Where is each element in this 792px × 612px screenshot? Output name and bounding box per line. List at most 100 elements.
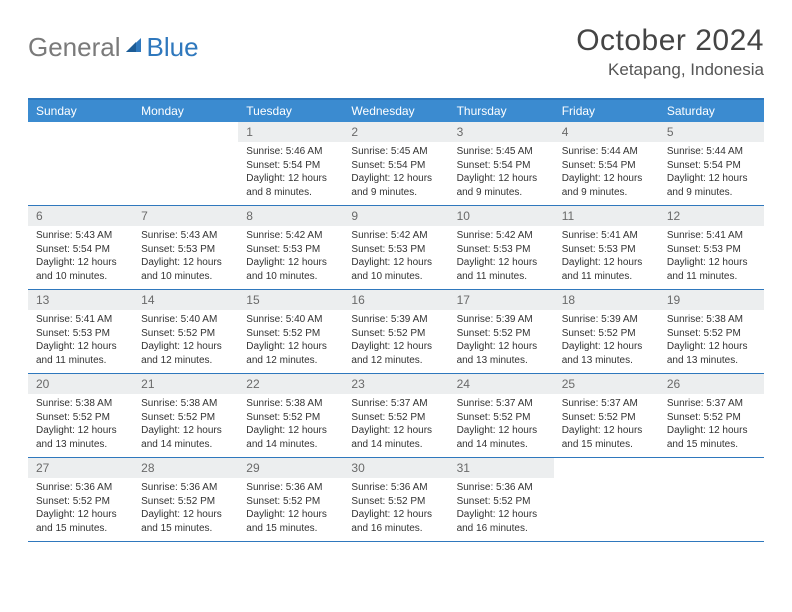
- week-row: 1Sunrise: 5:46 AMSunset: 5:54 PMDaylight…: [28, 122, 764, 206]
- day-cell: 5Sunrise: 5:44 AMSunset: 5:54 PMDaylight…: [659, 122, 764, 205]
- sunrise-text: Sunrise: 5:39 AM: [351, 313, 440, 327]
- sail-icon: [123, 32, 145, 63]
- day-number: 23: [343, 374, 448, 394]
- daylight-text: Daylight: 12 hours and 8 minutes.: [246, 172, 335, 199]
- day-number: 8: [238, 206, 343, 226]
- day-details: Sunrise: 5:41 AMSunset: 5:53 PMDaylight:…: [28, 310, 133, 373]
- sunset-text: Sunset: 5:54 PM: [457, 159, 546, 173]
- day-details: Sunrise: 5:42 AMSunset: 5:53 PMDaylight:…: [449, 226, 554, 289]
- week-row: 13Sunrise: 5:41 AMSunset: 5:53 PMDayligh…: [28, 290, 764, 374]
- sunset-text: Sunset: 5:52 PM: [562, 327, 651, 341]
- day-details: Sunrise: 5:38 AMSunset: 5:52 PMDaylight:…: [659, 310, 764, 373]
- daylight-text: Daylight: 12 hours and 12 minutes.: [246, 340, 335, 367]
- daylight-text: Daylight: 12 hours and 10 minutes.: [246, 256, 335, 283]
- daylight-text: Daylight: 12 hours and 13 minutes.: [562, 340, 651, 367]
- sunrise-text: Sunrise: 5:42 AM: [246, 229, 335, 243]
- day-details: Sunrise: 5:36 AMSunset: 5:52 PMDaylight:…: [28, 478, 133, 541]
- sunset-text: Sunset: 5:52 PM: [246, 411, 335, 425]
- sunrise-text: Sunrise: 5:37 AM: [457, 397, 546, 411]
- day-cell: 15Sunrise: 5:40 AMSunset: 5:52 PMDayligh…: [238, 290, 343, 373]
- day-details: Sunrise: 5:36 AMSunset: 5:52 PMDaylight:…: [343, 478, 448, 541]
- day-cell: 21Sunrise: 5:38 AMSunset: 5:52 PMDayligh…: [133, 374, 238, 457]
- sunset-text: Sunset: 5:52 PM: [141, 327, 230, 341]
- sunrise-text: Sunrise: 5:44 AM: [562, 145, 651, 159]
- day-cell: 29Sunrise: 5:36 AMSunset: 5:52 PMDayligh…: [238, 458, 343, 541]
- day-cell: 19Sunrise: 5:38 AMSunset: 5:52 PMDayligh…: [659, 290, 764, 373]
- day-details: Sunrise: 5:41 AMSunset: 5:53 PMDaylight:…: [554, 226, 659, 289]
- weekday-header: Sunday: [28, 100, 133, 122]
- weekday-header: Monday: [133, 100, 238, 122]
- daylight-text: Daylight: 12 hours and 13 minutes.: [457, 340, 546, 367]
- week-row: 27Sunrise: 5:36 AMSunset: 5:52 PMDayligh…: [28, 458, 764, 542]
- day-cell: 9Sunrise: 5:42 AMSunset: 5:53 PMDaylight…: [343, 206, 448, 289]
- daylight-text: Daylight: 12 hours and 15 minutes.: [36, 508, 125, 535]
- day-number: 4: [554, 122, 659, 142]
- day-cell: 30Sunrise: 5:36 AMSunset: 5:52 PMDayligh…: [343, 458, 448, 541]
- day-number: 14: [133, 290, 238, 310]
- day-details: Sunrise: 5:37 AMSunset: 5:52 PMDaylight:…: [554, 394, 659, 457]
- day-details: Sunrise: 5:40 AMSunset: 5:52 PMDaylight:…: [133, 310, 238, 373]
- daylight-text: Daylight: 12 hours and 15 minutes.: [141, 508, 230, 535]
- sunset-text: Sunset: 5:53 PM: [141, 243, 230, 257]
- sunrise-text: Sunrise: 5:40 AM: [141, 313, 230, 327]
- weekday-header-row: SundayMondayTuesdayWednesdayThursdayFrid…: [28, 100, 764, 122]
- daylight-text: Daylight: 12 hours and 13 minutes.: [667, 340, 756, 367]
- sunset-text: Sunset: 5:53 PM: [351, 243, 440, 257]
- page-title: October 2024: [576, 24, 764, 58]
- day-details: Sunrise: 5:45 AMSunset: 5:54 PMDaylight:…: [343, 142, 448, 205]
- brand-word1: General: [28, 32, 121, 63]
- day-number: 9: [343, 206, 448, 226]
- day-cell: 25Sunrise: 5:37 AMSunset: 5:52 PMDayligh…: [554, 374, 659, 457]
- week-row: 6Sunrise: 5:43 AMSunset: 5:54 PMDaylight…: [28, 206, 764, 290]
- daylight-text: Daylight: 12 hours and 11 minutes.: [36, 340, 125, 367]
- daylight-text: Daylight: 12 hours and 14 minutes.: [246, 424, 335, 451]
- day-number: 6: [28, 206, 133, 226]
- daylight-text: Daylight: 12 hours and 12 minutes.: [141, 340, 230, 367]
- day-details: Sunrise: 5:37 AMSunset: 5:52 PMDaylight:…: [659, 394, 764, 457]
- weekday-header: Tuesday: [238, 100, 343, 122]
- day-number: 31: [449, 458, 554, 478]
- day-cell: 1Sunrise: 5:46 AMSunset: 5:54 PMDaylight…: [238, 122, 343, 205]
- day-details: Sunrise: 5:38 AMSunset: 5:52 PMDaylight:…: [133, 394, 238, 457]
- day-cell: 26Sunrise: 5:37 AMSunset: 5:52 PMDayligh…: [659, 374, 764, 457]
- sunset-text: Sunset: 5:52 PM: [667, 411, 756, 425]
- sunrise-text: Sunrise: 5:44 AM: [667, 145, 756, 159]
- sunset-text: Sunset: 5:52 PM: [457, 411, 546, 425]
- sunset-text: Sunset: 5:52 PM: [457, 327, 546, 341]
- sunrise-text: Sunrise: 5:45 AM: [457, 145, 546, 159]
- sunset-text: Sunset: 5:54 PM: [36, 243, 125, 257]
- day-cell: 7Sunrise: 5:43 AMSunset: 5:53 PMDaylight…: [133, 206, 238, 289]
- sunrise-text: Sunrise: 5:41 AM: [667, 229, 756, 243]
- weekday-header: Thursday: [449, 100, 554, 122]
- daylight-text: Daylight: 12 hours and 14 minutes.: [141, 424, 230, 451]
- day-cell: 14Sunrise: 5:40 AMSunset: 5:52 PMDayligh…: [133, 290, 238, 373]
- day-cell: 28Sunrise: 5:36 AMSunset: 5:52 PMDayligh…: [133, 458, 238, 541]
- day-number: 22: [238, 374, 343, 394]
- day-number: 12: [659, 206, 764, 226]
- day-details: Sunrise: 5:42 AMSunset: 5:53 PMDaylight:…: [238, 226, 343, 289]
- daylight-text: Daylight: 12 hours and 16 minutes.: [457, 508, 546, 535]
- daylight-text: Daylight: 12 hours and 15 minutes.: [562, 424, 651, 451]
- sunrise-text: Sunrise: 5:36 AM: [351, 481, 440, 495]
- empty-cell: [659, 458, 764, 541]
- sunrise-text: Sunrise: 5:40 AM: [246, 313, 335, 327]
- week-row: 20Sunrise: 5:38 AMSunset: 5:52 PMDayligh…: [28, 374, 764, 458]
- daylight-text: Daylight: 12 hours and 12 minutes.: [351, 340, 440, 367]
- daylight-text: Daylight: 12 hours and 10 minutes.: [36, 256, 125, 283]
- day-number: 24: [449, 374, 554, 394]
- day-cell: 13Sunrise: 5:41 AMSunset: 5:53 PMDayligh…: [28, 290, 133, 373]
- day-details: Sunrise: 5:36 AMSunset: 5:52 PMDaylight:…: [133, 478, 238, 541]
- sunrise-text: Sunrise: 5:43 AM: [36, 229, 125, 243]
- day-number: 1: [238, 122, 343, 142]
- day-details: Sunrise: 5:46 AMSunset: 5:54 PMDaylight:…: [238, 142, 343, 205]
- day-cell: 31Sunrise: 5:36 AMSunset: 5:52 PMDayligh…: [449, 458, 554, 541]
- weeks-container: 1Sunrise: 5:46 AMSunset: 5:54 PMDaylight…: [28, 122, 764, 542]
- sunset-text: Sunset: 5:54 PM: [351, 159, 440, 173]
- weekday-header: Saturday: [659, 100, 764, 122]
- daylight-text: Daylight: 12 hours and 9 minutes.: [457, 172, 546, 199]
- day-cell: 4Sunrise: 5:44 AMSunset: 5:54 PMDaylight…: [554, 122, 659, 205]
- daylight-text: Daylight: 12 hours and 9 minutes.: [667, 172, 756, 199]
- day-details: Sunrise: 5:44 AMSunset: 5:54 PMDaylight:…: [659, 142, 764, 205]
- day-cell: 3Sunrise: 5:45 AMSunset: 5:54 PMDaylight…: [449, 122, 554, 205]
- day-cell: 22Sunrise: 5:38 AMSunset: 5:52 PMDayligh…: [238, 374, 343, 457]
